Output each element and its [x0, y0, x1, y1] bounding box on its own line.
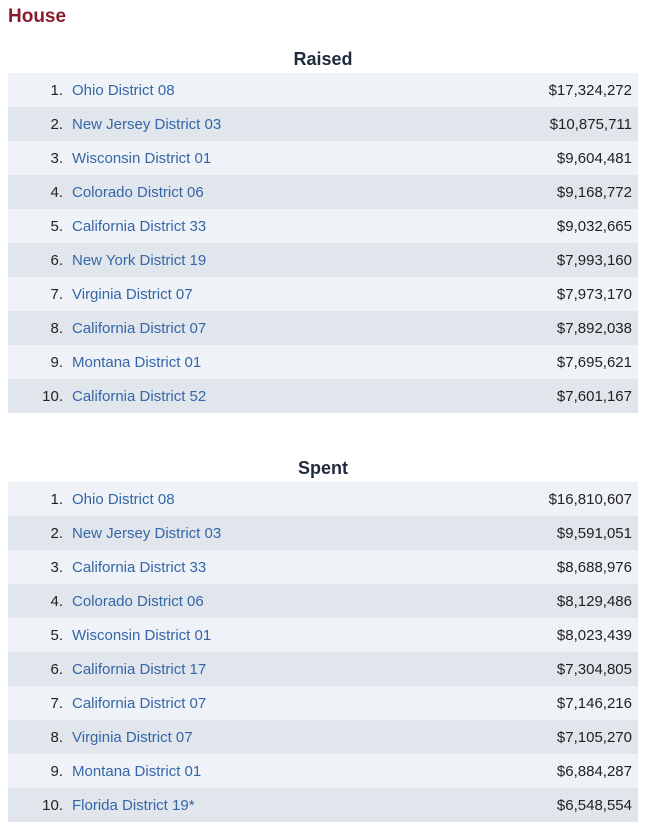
amount-value: $7,892,038	[556, 319, 632, 337]
amount-value: $7,105,270	[556, 728, 632, 746]
raised-title: Raised	[293, 49, 353, 69]
rank-number: 4.	[50, 183, 63, 201]
rank-number: 1.	[50, 490, 63, 508]
rank-number: 10.	[42, 796, 63, 814]
amount-value: $7,973,170	[556, 285, 632, 303]
district-link[interactable]: New Jersey District 03	[72, 524, 222, 542]
amount-value: $6,548,554	[556, 796, 632, 814]
amount-value: $7,304,805	[556, 660, 632, 678]
amount-value: $17,324,272	[548, 81, 632, 99]
amount-value: $10,875,711	[549, 115, 632, 133]
rank-number: 3.	[50, 558, 63, 576]
table-row: 3. California District 33 $8,688,976	[8, 550, 638, 584]
rank-number: 6.	[50, 251, 63, 269]
district-link[interactable]: California District 07	[72, 319, 207, 337]
amount-value: $7,146,216	[556, 694, 632, 712]
rank-number: 2.	[50, 524, 63, 542]
district-link[interactable]: Virginia District 07	[72, 285, 193, 303]
rank-number: 3.	[50, 149, 63, 167]
district-link[interactable]: California District 17	[72, 660, 207, 678]
table-row: 7. Virginia District 07 $7,973,170	[8, 277, 638, 311]
table-row: 1. Ohio District 08 $16,810,607	[8, 482, 638, 516]
amount-value: $9,168,772	[556, 183, 632, 201]
table-row: 4. Colorado District 06 $9,168,772	[8, 175, 638, 209]
rank-number: 4.	[50, 592, 63, 610]
rank-number: 2.	[50, 115, 63, 133]
table-row: 5. California District 33 $9,032,665	[8, 209, 638, 243]
district-link[interactable]: New Jersey District 03	[72, 115, 222, 133]
district-link[interactable]: Wisconsin District 01	[72, 149, 212, 167]
district-link[interactable]: California District 33	[72, 558, 207, 576]
rank-number: 8.	[50, 728, 63, 746]
district-link[interactable]: Montana District 01	[72, 762, 202, 780]
rank-number: 7.	[50, 285, 63, 303]
table-row: 7. California District 07 $7,146,216	[8, 686, 638, 720]
district-link[interactable]: Ohio District 08	[72, 490, 175, 508]
table-row: 3. Wisconsin District 01 $9,604,481	[8, 141, 638, 175]
spent-title: Spent	[297, 458, 348, 478]
raised-rows: 1. Ohio District 08 $17,324,272 2. New Jerse…	[8, 73, 638, 413]
district-link[interactable]: Colorado District 06	[72, 183, 204, 201]
district-link[interactable]: California District 33	[72, 217, 207, 235]
rank-number: 9.	[50, 762, 63, 780]
district-link[interactable]: Wisconsin District 01	[72, 626, 212, 644]
table-row: 6. California District 17 $7,304,805	[8, 652, 638, 686]
amount-value: $7,993,160	[556, 251, 632, 269]
district-link[interactable]: California District 52	[72, 387, 207, 405]
section-title: House	[8, 6, 67, 27]
rank-number: 5.	[50, 217, 63, 235]
amount-value: $7,601,167	[556, 387, 632, 405]
rank-number: 9.	[50, 353, 63, 371]
rank-number: 10.	[42, 387, 63, 405]
spent-table: Spent 1. Ohio District 08 $16,810,607 2. New…	[8, 454, 638, 822]
amount-value: $8,688,976	[556, 558, 632, 576]
rank-number: 7.	[50, 694, 63, 712]
table-row: 10. California District 52 $7,601,167	[8, 379, 638, 413]
rank-number: 6.	[50, 660, 63, 678]
amount-value: $9,032,665	[556, 217, 632, 235]
rank-number: 1.	[50, 81, 63, 99]
rank-number: 8.	[50, 319, 63, 337]
district-link[interactable]: Montana District 01	[72, 353, 202, 371]
table-row: 8. California District 07 $7,892,038	[8, 311, 638, 345]
table-row: 5. Wisconsin District 01 $8,023,439	[8, 618, 638, 652]
amount-value: $16,810,607	[548, 490, 632, 508]
district-link[interactable]: Florida District 19*	[72, 796, 195, 814]
district-link[interactable]: New York District 19	[72, 251, 207, 269]
table-row: 2. New Jersey District 03 $10,875,711	[8, 107, 638, 141]
table-row: 9. Montana District 01 $6,884,287	[8, 754, 638, 788]
table-row: 9. Montana District 01 $7,695,621	[8, 345, 638, 379]
table-row: 1. Ohio District 08 $17,324,272	[8, 73, 638, 107]
district-link[interactable]: Colorado District 06	[72, 592, 204, 610]
amount-value: $8,129,486	[556, 592, 632, 610]
table-row: 2. New Jersey District 03 $9,591,051	[8, 516, 638, 550]
amount-value: $9,604,481	[556, 149, 632, 167]
table-row: 6. New York District 19 $7,993,160	[8, 243, 638, 277]
raised-table: Raised 1. Ohio District 08 $17,324,272 2. Ne…	[8, 45, 638, 413]
district-link[interactable]: Ohio District 08	[72, 81, 175, 99]
table-row: 10. Florida District 19* $6,548,554	[8, 788, 638, 822]
table-row: 8. Virginia District 07 $7,105,270	[8, 720, 638, 754]
amount-value: $8,023,439	[556, 626, 632, 644]
rank-number: 5.	[50, 626, 63, 644]
amount-value: $7,695,621	[556, 353, 632, 371]
district-link[interactable]: California District 07	[72, 694, 207, 712]
amount-value: $9,591,051	[556, 524, 632, 542]
amount-value: $6,884,287	[556, 762, 632, 780]
spent-rows: 1. Ohio District 08 $16,810,607 2. New Jerse…	[8, 482, 638, 822]
table-row: 4. Colorado District 06 $8,129,486	[8, 584, 638, 618]
district-link[interactable]: Virginia District 07	[72, 728, 193, 746]
